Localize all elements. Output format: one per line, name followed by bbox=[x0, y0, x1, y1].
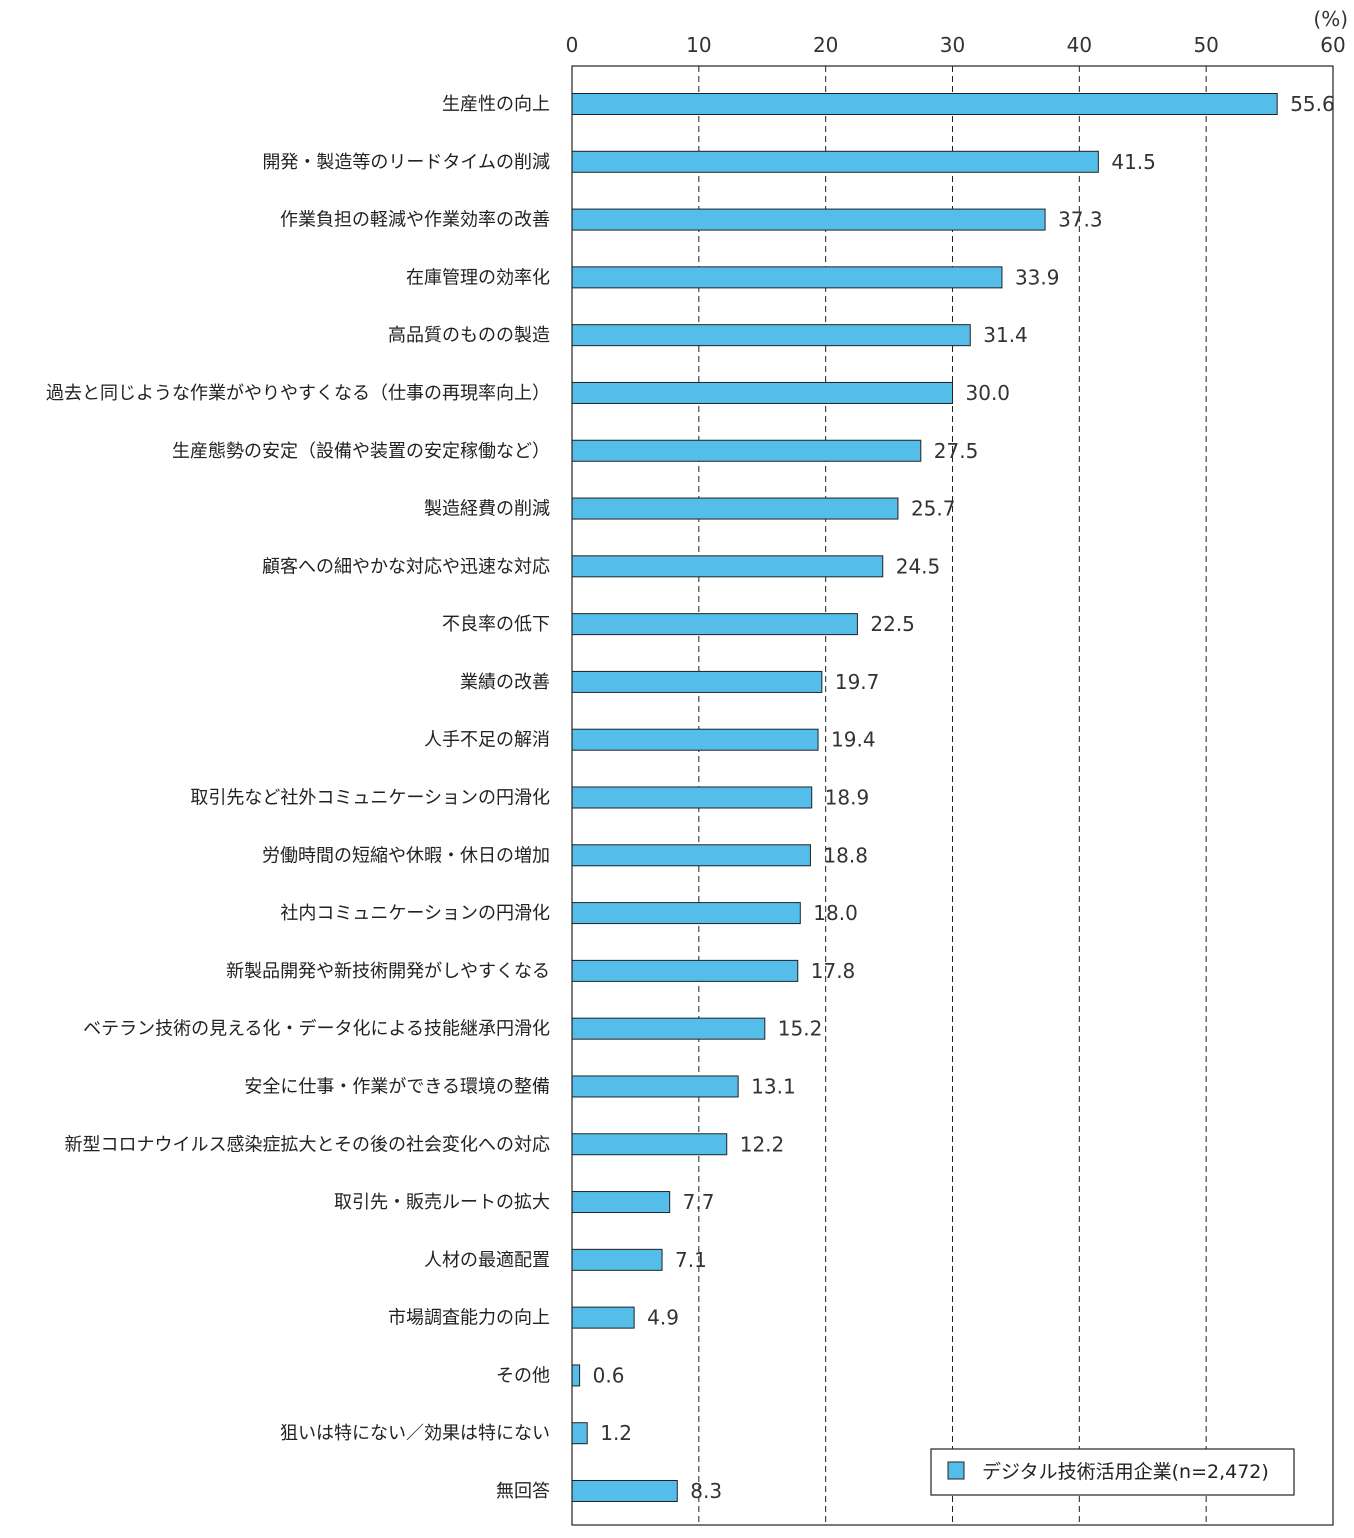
data-label: 18.0 bbox=[813, 901, 858, 925]
bar bbox=[571, 1133, 728, 1156]
grid-lines bbox=[698, 66, 1207, 1525]
bar bbox=[571, 1248, 663, 1271]
category-label: 新製品開発や新技術開発がしやすくなる bbox=[226, 961, 550, 982]
legend-label: デジタル技術活用企業(n=2,472) bbox=[982, 1461, 1269, 1483]
category-label: 不良率の低下 bbox=[442, 614, 550, 635]
category-label: その他 bbox=[496, 1365, 550, 1386]
x-tick-label: 30 bbox=[940, 33, 965, 57]
x-tick-label: 0 bbox=[566, 33, 579, 57]
category-label: 人材の最適配置 bbox=[424, 1250, 550, 1271]
bar bbox=[571, 844, 811, 867]
category-label: 取引先・販売ルートの拡大 bbox=[334, 1192, 550, 1213]
category-label: 在庫管理の効率化 bbox=[406, 267, 550, 288]
category-label: 高品質のものの製造 bbox=[388, 325, 550, 346]
bar bbox=[571, 324, 971, 347]
bars: 生産性の向上 55.6 開発・製造等のリードタイムの削減 41.5 作業負担の軽減や作業… bbox=[46, 92, 1335, 1503]
bar bbox=[571, 670, 823, 693]
category-label: 無回答 bbox=[496, 1481, 550, 1502]
bar bbox=[571, 1480, 678, 1502]
category-label: 生産性の向上 bbox=[442, 94, 550, 115]
category-label: 作業負担の軽減や作業効率の改善 bbox=[280, 210, 550, 231]
bar bbox=[571, 959, 799, 982]
data-label: 55.6 bbox=[1290, 92, 1335, 116]
category-label: 労働時間の短縮や休暇・休日の増加 bbox=[262, 845, 550, 866]
data-label: 24.5 bbox=[896, 554, 941, 578]
bar bbox=[571, 902, 801, 925]
bar bbox=[571, 613, 858, 636]
data-label: 19.4 bbox=[831, 728, 876, 752]
category-label: 生産態勢の安定（設備や装置の安定稼働など） bbox=[172, 441, 550, 462]
x-axis-ticks: 0 10 20 30 40 50 60 bbox=[566, 33, 1346, 57]
data-label: 8.3 bbox=[690, 1479, 722, 1503]
legend-swatch bbox=[947, 1461, 965, 1480]
bar bbox=[571, 208, 1046, 231]
bar bbox=[571, 381, 953, 404]
category-label: 業績の改善 bbox=[460, 672, 550, 693]
category-label: 狙いは特にない／効果は特にない bbox=[280, 1423, 550, 1444]
data-label: 27.5 bbox=[934, 439, 979, 463]
data-label: 31.4 bbox=[983, 323, 1028, 347]
data-label: 33.9 bbox=[1015, 265, 1060, 289]
data-label: 18.9 bbox=[825, 786, 870, 810]
data-label: 1.2 bbox=[600, 1421, 632, 1445]
data-label: 22.5 bbox=[870, 612, 915, 636]
x-tick-label: 10 bbox=[686, 33, 711, 57]
bar bbox=[571, 439, 922, 462]
unit-label: (%) bbox=[1313, 7, 1348, 31]
data-label: 25.7 bbox=[911, 497, 956, 521]
legend: デジタル技術活用企業(n=2,472) bbox=[930, 1448, 1295, 1496]
bar bbox=[571, 1191, 671, 1214]
data-label: 7.1 bbox=[675, 1248, 707, 1272]
data-label: 15.2 bbox=[778, 1017, 823, 1041]
data-label: 18.8 bbox=[823, 843, 868, 867]
category-label: 顧客への細やかな対応や迅速な対応 bbox=[262, 556, 550, 577]
category-label: ベテラン技術の見える化・データ化による技能継承円滑化 bbox=[83, 1019, 550, 1040]
x-tick-label: 20 bbox=[813, 33, 838, 57]
plot-frame bbox=[571, 65, 1334, 1526]
bar bbox=[571, 1306, 635, 1329]
data-label: 30.0 bbox=[966, 381, 1011, 405]
category-label: 取引先など社外コミュニケーションの円滑化 bbox=[190, 788, 550, 809]
category-label: 安全に仕事・作業ができる環境の整備 bbox=[244, 1076, 550, 1097]
data-label: 7.7 bbox=[683, 1190, 715, 1214]
category-label: 開発・製造等のリードタイムの削減 bbox=[262, 152, 550, 173]
category-label: 製造経費の削減 bbox=[424, 499, 550, 520]
x-tick-label: 40 bbox=[1067, 33, 1092, 57]
data-label: 13.1 bbox=[751, 1074, 796, 1098]
bar bbox=[571, 1364, 581, 1387]
bar bbox=[571, 1017, 766, 1040]
x-tick-label: 60 bbox=[1320, 33, 1345, 57]
data-label: 37.3 bbox=[1058, 208, 1103, 232]
bar bbox=[571, 266, 1003, 289]
data-label: 4.9 bbox=[647, 1306, 679, 1330]
bar bbox=[571, 1075, 739, 1098]
category-label: 人手不足の解消 bbox=[424, 730, 550, 751]
bar bbox=[571, 93, 1278, 115]
bar bbox=[571, 150, 1099, 173]
bar bbox=[571, 555, 884, 578]
category-label: 社内コミュニケーションの円滑化 bbox=[280, 903, 550, 924]
data-label: 12.2 bbox=[740, 1132, 785, 1156]
category-label: 過去と同じような作業がやりやすくなる（仕事の再現率向上） bbox=[46, 383, 550, 404]
data-label: 17.8 bbox=[811, 959, 856, 983]
category-label: 新型コロナウイルス感染症拡大とその後の社会変化への対応 bbox=[65, 1134, 550, 1155]
bar bbox=[571, 1422, 588, 1445]
data-label: 0.6 bbox=[593, 1363, 625, 1387]
bar bbox=[571, 497, 899, 520]
x-tick-label: 50 bbox=[1193, 33, 1218, 57]
category-label: 市場調査能力の向上 bbox=[388, 1308, 550, 1329]
legend-box bbox=[930, 1448, 1295, 1496]
data-label: 19.7 bbox=[835, 670, 880, 694]
bar bbox=[571, 786, 813, 809]
bar bbox=[571, 728, 819, 751]
data-label: 41.5 bbox=[1111, 150, 1156, 174]
